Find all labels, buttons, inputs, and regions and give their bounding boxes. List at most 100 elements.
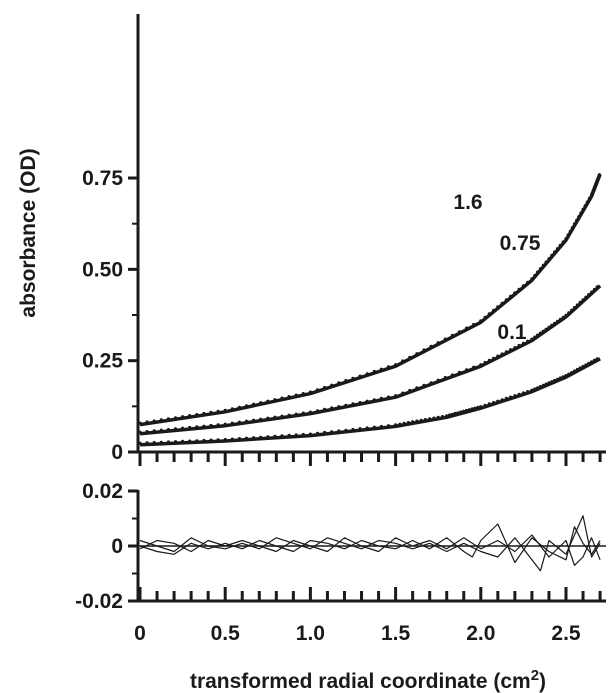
data-point: [429, 381, 433, 385]
data-point: [530, 337, 534, 341]
data-point: [533, 387, 537, 391]
data-point: [394, 423, 398, 427]
data-point: [541, 383, 545, 387]
data-point: [323, 430, 327, 435]
data-point: [496, 354, 500, 358]
data-point: [223, 408, 227, 412]
data-point: [230, 437, 234, 441]
data-point: [259, 417, 263, 421]
residuals-panel: -0.02 0 0.02 0 0.5 1.0 1.5 2.0 2.5: [75, 480, 606, 645]
data-point: [358, 401, 362, 405]
data-point: [544, 260, 548, 264]
data-point: [394, 394, 398, 398]
data-point: [541, 263, 545, 267]
data-point: [553, 321, 557, 325]
data-point: [581, 364, 585, 369]
data-point: [470, 407, 474, 411]
data-point: [453, 411, 457, 416]
data-point: [315, 388, 320, 392]
data-point: [496, 399, 500, 403]
data-point: [159, 428, 163, 432]
data-point: [459, 410, 463, 414]
data-point: [504, 350, 508, 354]
data-point: [509, 395, 513, 399]
data-point: [595, 285, 599, 289]
data-point: [202, 424, 206, 428]
data-point: [564, 374, 568, 378]
data-point: [181, 439, 185, 443]
data-point: [564, 313, 568, 317]
series-label-1.6: 1.6: [453, 191, 482, 214]
data-point: [479, 319, 483, 323]
data-point: [330, 430, 334, 434]
data-point: [273, 415, 277, 419]
data-point: [432, 416, 436, 420]
data-point: [521, 391, 526, 395]
data-point: [544, 382, 548, 386]
data-point: [408, 388, 412, 393]
data-point: [496, 305, 500, 309]
x-tick-label: 0: [134, 622, 146, 645]
data-point: [567, 311, 571, 315]
data-point: [517, 343, 521, 348]
data-point: [555, 247, 560, 251]
data-point: [550, 253, 554, 257]
x-axis-title-main: transformed radial coordinate (cm: [190, 670, 531, 693]
data-point: [517, 392, 521, 396]
x-axis-title-superscript: 2: [531, 667, 539, 684]
series-1.6-line: [139, 173, 602, 427]
residuals-y-ticks: -0.02 0 0.02: [75, 480, 138, 613]
data-point: [476, 405, 480, 409]
data-point: [473, 406, 477, 410]
data-point: [202, 411, 206, 416]
data-point: [547, 325, 551, 329]
data-point: [526, 339, 530, 343]
data-point: [365, 399, 369, 403]
data-point: [550, 380, 554, 384]
data-point: [509, 348, 513, 352]
data-point: [344, 428, 348, 432]
data-point: [526, 390, 530, 394]
data-point: [483, 403, 487, 407]
data-point: [558, 376, 562, 380]
data-point: [273, 434, 277, 438]
data-point: [415, 352, 419, 356]
series-label-0.1: 0.1: [497, 321, 527, 344]
data-point: [581, 207, 585, 211]
data-point: [500, 301, 504, 305]
x-tick-label: 1.5: [381, 622, 411, 645]
data-point: [372, 398, 376, 402]
data-point: [195, 425, 199, 429]
data-point: [365, 372, 369, 376]
data-point: [570, 371, 574, 375]
data-point: [457, 330, 462, 334]
data-point: [273, 398, 277, 402]
data-point: [280, 414, 284, 418]
data-point: [585, 200, 589, 204]
data-point: [472, 365, 476, 369]
data-point: [561, 375, 565, 379]
data-point: [308, 410, 312, 414]
data-point: [280, 396, 284, 400]
data-point: [351, 376, 355, 380]
data-point: [401, 359, 405, 363]
data-point: [323, 385, 327, 390]
data-point: [587, 361, 591, 365]
residual-series-2: [139, 534, 601, 566]
absorbance-series: [138, 173, 602, 447]
data-point: [553, 250, 557, 254]
data-point: [408, 355, 412, 359]
data-point: [308, 390, 312, 394]
data-point: [538, 331, 543, 335]
data-point: [436, 341, 440, 345]
data-point: [492, 308, 496, 312]
data-point: [521, 284, 526, 288]
data-point: [492, 401, 496, 405]
data-point: [386, 365, 391, 369]
data-point: [575, 367, 580, 372]
data-point: [513, 291, 517, 295]
data-point: [401, 391, 405, 395]
data-point: [337, 405, 341, 409]
data-point: [533, 335, 537, 339]
data-point: [415, 419, 419, 423]
